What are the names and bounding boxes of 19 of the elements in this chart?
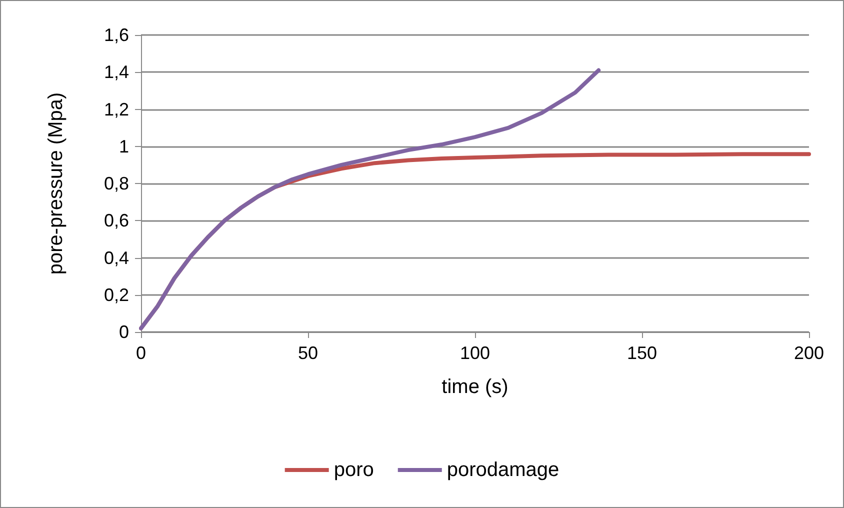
y-axis-title: pore-pressure (Mpa) — [45, 92, 67, 275]
legend-label: poro — [334, 459, 374, 481]
line-series — [139, 68, 601, 330]
y-tick-label: 0,2 — [104, 284, 129, 305]
x-tick-label: 0 — [136, 343, 146, 363]
x-tick-label: 50 — [298, 343, 318, 363]
y-tick-label: 1 — [118, 136, 129, 156]
x-tick-label: 200 — [794, 343, 824, 363]
y-tick-label: 0 — [118, 322, 129, 342]
y-tick-label: 0,8 — [104, 174, 129, 194]
x-tick-label: 150 — [626, 343, 658, 363]
y-tick-label: 1,4 — [104, 62, 129, 82]
x-axis-title: time (s) — [442, 376, 508, 398]
y-tick-label: 0,6 — [104, 210, 129, 231]
y-tick-label: 1,2 — [104, 99, 129, 120]
y-tick-label: 1,6 — [104, 25, 129, 45]
x-tick-label: 100 — [460, 343, 490, 363]
legend-label: porodamage — [446, 459, 560, 481]
y-tick-label: 0,4 — [104, 248, 129, 268]
